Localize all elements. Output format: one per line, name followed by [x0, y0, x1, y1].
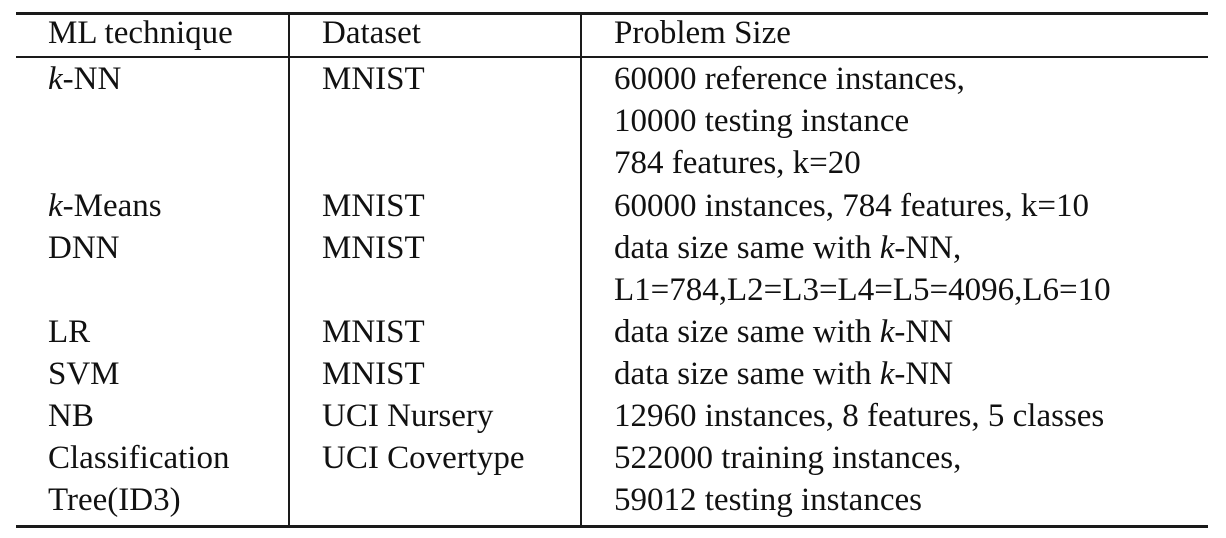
table-row-technique: NB — [48, 398, 94, 434]
problem-size-line: data size same with k-NN, — [614, 227, 1111, 269]
math-variable: k — [48, 61, 63, 97]
table-row-problem-size: data size same with k-NN — [614, 311, 953, 353]
table-row-technique: k-Means — [48, 185, 162, 227]
table-bottom-rule — [16, 525, 1208, 528]
table-row-dataset: MNIST — [322, 61, 425, 97]
technique-name: -NN — [62, 61, 122, 97]
table-row-dataset: MNIST — [322, 188, 425, 224]
problem-size-line: 60000 reference instances, — [614, 61, 965, 97]
table-row-dataset: UCI Covertype — [322, 440, 525, 476]
table-row-problem-size: 12960 instances, 8 features, 5 classes — [614, 398, 1105, 434]
math-variable: k — [879, 230, 895, 266]
table-row-problem-size: 60000 instances, 784 features, k=10 — [614, 188, 1090, 224]
table-row-problem-size: data size same with k-NN — [614, 353, 953, 395]
table-row-technique: Classification Tree(ID3) — [48, 437, 229, 521]
table-row-dataset: MNIST — [322, 230, 425, 266]
math-variable: k — [48, 188, 63, 224]
table-row-technique: SVM — [48, 356, 120, 392]
table-row-technique: k-NN — [48, 58, 121, 100]
table-top-rule — [16, 12, 1208, 15]
problem-size-line: 10000 testing instance — [614, 103, 910, 139]
table-row-dataset: MNIST — [322, 356, 425, 392]
math-variable: k — [879, 356, 895, 392]
table-row-problem-size: data size same with k-NN, L1=784,L2=L3=L… — [614, 227, 1111, 311]
problem-size-line: L1=784,L2=L3=L4=L5=4096,L6=10 — [614, 272, 1111, 308]
table-header-rule — [16, 56, 1208, 58]
table-row-technique: DNN — [48, 230, 120, 266]
column-divider — [288, 14, 290, 526]
technique-name: -Means — [62, 188, 162, 224]
table-row-technique: LR — [48, 314, 91, 350]
technique-line: Tree(ID3) — [48, 482, 181, 518]
table-row-dataset: MNIST — [322, 314, 425, 350]
problem-size-line: 784 features, k=20 — [614, 145, 861, 181]
table-row-dataset: UCI Nursery — [322, 398, 494, 434]
math-variable: k — [879, 314, 895, 350]
header-dataset: Dataset — [322, 15, 421, 51]
table-row-problem-size: 60000 reference instances, 10000 testing… — [614, 58, 965, 184]
column-divider — [580, 14, 582, 526]
problem-size-text: -NN — [894, 356, 954, 392]
problem-size-text: data size same with — [614, 314, 880, 350]
problem-size-line: 522000 training instances, — [614, 440, 962, 476]
header-ml-technique: ML technique — [48, 15, 233, 51]
technique-line: Classification — [48, 440, 230, 476]
problem-size-text: data size same with — [614, 230, 880, 266]
header-problem-size: Problem Size — [614, 15, 791, 51]
problem-size-line: 59012 testing instances — [614, 482, 922, 518]
problem-size-text: data size same with — [614, 356, 880, 392]
problem-size-text: -NN, — [894, 230, 962, 266]
table-row-problem-size: 522000 training instances, 59012 testing… — [614, 437, 961, 521]
problem-size-text: -NN — [894, 314, 954, 350]
